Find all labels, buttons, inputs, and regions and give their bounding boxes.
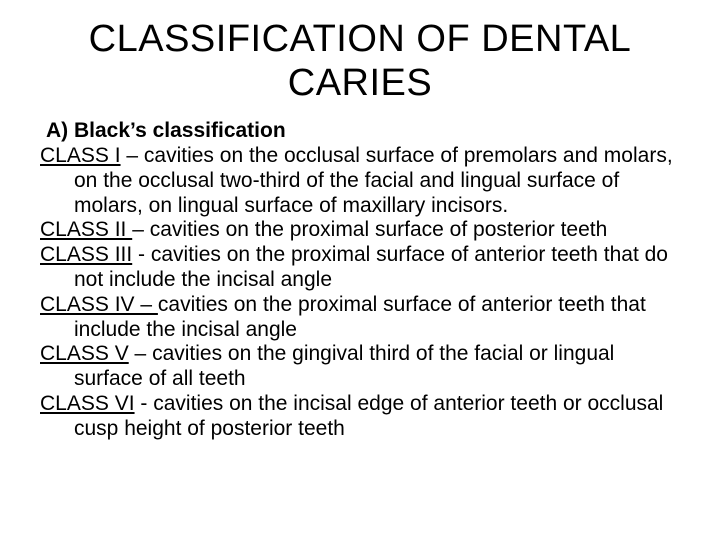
class-entry: CLASS V – cavities on the gingival third…	[40, 342, 680, 392]
class-entry: CLASS IV – cavities on the proximal surf…	[40, 293, 680, 343]
class-description: cavities on the occlusal surface of prem…	[74, 144, 673, 217]
class-label: CLASS VI	[40, 392, 135, 415]
slide: CLASSIFICATION OF DENTAL CARIES A) Black…	[0, 0, 720, 540]
class-label: CLASS IV –	[40, 293, 158, 316]
class-separator: -	[135, 392, 154, 415]
slide-title: CLASSIFICATION OF DENTAL CARIES	[40, 18, 680, 105]
class-entry: CLASS III - cavities on the proximal sur…	[40, 243, 680, 293]
class-description: cavities on the gingival third of the fa…	[74, 342, 614, 390]
class-label: CLASS I	[40, 144, 121, 167]
class-description: cavities on the proximal surface of post…	[150, 218, 608, 241]
class-entry: CLASS I – cavities on the occlusal surfa…	[40, 144, 680, 218]
class-entry: CLASS II – cavities on the proximal surf…	[40, 218, 680, 243]
class-separator: –	[129, 342, 152, 365]
class-description: cavities on the proximal surface of ante…	[74, 293, 646, 341]
class-separator: –	[132, 218, 150, 241]
class-label: CLASS V	[40, 342, 129, 365]
class-label: CLASS III	[40, 243, 132, 266]
class-description: cavities on the proximal surface of ante…	[74, 243, 668, 291]
class-label: CLASS II	[40, 218, 132, 241]
class-separator: -	[132, 243, 151, 266]
slide-body: A) Black’s classification CLASS I – cavi…	[40, 119, 680, 441]
class-entry: CLASS VI - cavities on the incisal edge …	[40, 392, 680, 442]
class-description: cavities on the incisal edge of anterior…	[74, 392, 663, 440]
section-heading: A) Black’s classification	[46, 119, 680, 144]
class-separator: –	[121, 144, 144, 167]
